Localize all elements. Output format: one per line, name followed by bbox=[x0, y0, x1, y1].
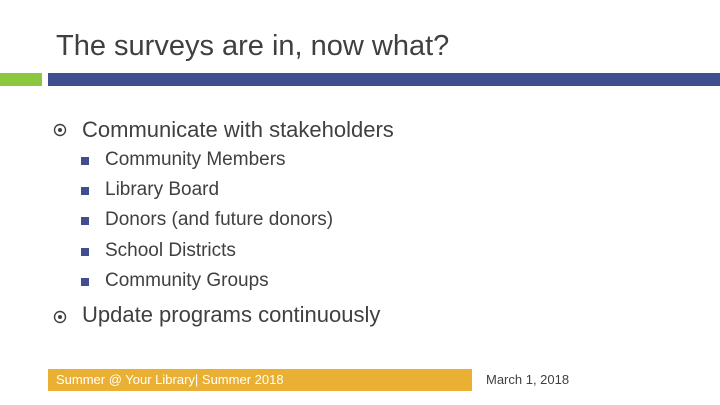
bullet-communicate: Communicate with stakeholders bbox=[82, 117, 394, 142]
circled-dot-icon bbox=[53, 310, 67, 324]
square-bullet-icon bbox=[81, 248, 89, 256]
square-bullet-icon bbox=[81, 157, 89, 165]
sub-bullet-school-districts: School Districts bbox=[105, 240, 236, 261]
square-bullet-icon bbox=[81, 217, 89, 225]
footer-date: March 1, 2018 bbox=[486, 372, 570, 387]
bullet-update-programs: Update programs continuously bbox=[82, 302, 381, 327]
slide-title: The surveys are in, now what? bbox=[56, 30, 450, 62]
title-accent-bar-green bbox=[0, 73, 42, 86]
title-accent-bar-blue bbox=[48, 73, 720, 86]
sub-bullet-library-board: Library Board bbox=[105, 179, 220, 200]
circled-dot-icon bbox=[53, 123, 67, 137]
square-bullet-icon bbox=[81, 187, 89, 195]
footer-bar: Summer @ Your Library| Summer 2018 bbox=[48, 369, 472, 391]
sub-bullet-donors: Donors (and future donors) bbox=[105, 209, 334, 230]
sub-bullet-community-members: Community Members bbox=[105, 149, 286, 170]
sub-bullet-community-groups: Community Groups bbox=[105, 270, 269, 291]
square-bullet-icon bbox=[81, 278, 89, 286]
footer-text: Summer @ Your Library| Summer 2018 bbox=[56, 372, 284, 387]
